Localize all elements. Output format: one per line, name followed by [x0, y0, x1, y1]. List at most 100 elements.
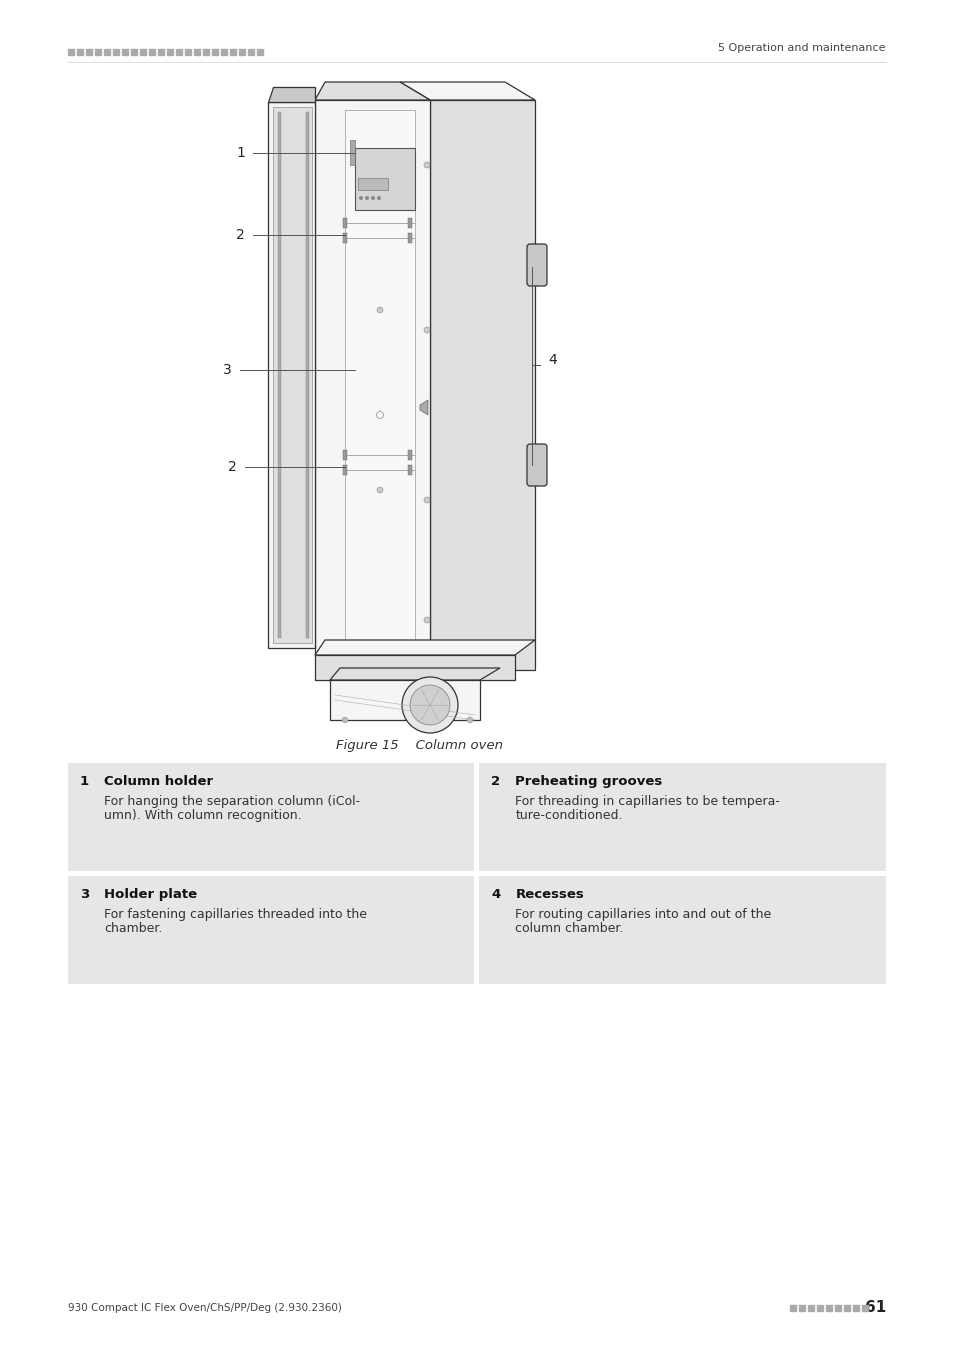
Bar — [193, 49, 200, 55]
Bar — [306, 112, 309, 639]
Bar — [834, 1305, 841, 1311]
Text: 5 Operation and maintenance: 5 Operation and maintenance — [718, 43, 885, 53]
Circle shape — [423, 497, 430, 504]
Text: 4: 4 — [547, 352, 557, 367]
Text: 2: 2 — [236, 228, 245, 242]
Bar — [230, 49, 235, 55]
Polygon shape — [314, 82, 430, 100]
Bar — [277, 112, 281, 639]
Text: Figure 15    Column oven: Figure 15 Column oven — [336, 738, 503, 752]
Text: For threading in capillaries to be tempera-: For threading in capillaries to be tempe… — [515, 795, 780, 809]
Text: Recesses: Recesses — [515, 888, 583, 900]
Bar — [112, 49, 119, 55]
Text: Holder plate: Holder plate — [104, 888, 197, 900]
Circle shape — [376, 306, 382, 313]
Polygon shape — [399, 82, 535, 100]
FancyBboxPatch shape — [526, 244, 546, 286]
Text: 2: 2 — [491, 775, 500, 788]
Bar — [343, 217, 347, 228]
Bar — [221, 49, 227, 55]
Circle shape — [423, 617, 430, 622]
Bar — [799, 1305, 804, 1311]
Bar — [355, 148, 415, 211]
Polygon shape — [419, 400, 428, 414]
Text: For hanging the separation column (iCol-: For hanging the separation column (iCol- — [104, 795, 359, 809]
Bar — [122, 49, 128, 55]
Bar — [256, 49, 263, 55]
Bar — [185, 49, 191, 55]
Text: 4: 4 — [491, 888, 500, 900]
Bar — [68, 876, 474, 984]
Bar — [95, 49, 101, 55]
Bar — [479, 763, 885, 871]
Circle shape — [401, 676, 457, 733]
Text: For fastening capillaries threaded into the: For fastening capillaries threaded into … — [104, 909, 367, 921]
Bar — [825, 1305, 831, 1311]
Bar — [330, 680, 479, 720]
Bar — [343, 464, 347, 475]
Bar — [816, 1305, 822, 1311]
Circle shape — [358, 196, 363, 200]
Bar — [343, 450, 347, 460]
Text: 1: 1 — [236, 146, 245, 161]
Bar — [789, 1305, 795, 1311]
Bar — [140, 49, 146, 55]
Circle shape — [410, 684, 450, 725]
Text: Preheating grooves: Preheating grooves — [515, 775, 662, 788]
Bar — [175, 49, 182, 55]
Bar — [248, 49, 253, 55]
Circle shape — [423, 162, 430, 167]
Bar — [68, 49, 74, 55]
Bar — [158, 49, 164, 55]
Text: 2: 2 — [228, 460, 236, 474]
Bar — [314, 655, 515, 680]
Bar — [408, 234, 412, 243]
Circle shape — [423, 327, 430, 333]
Bar — [843, 1305, 849, 1311]
Text: chamber.: chamber. — [104, 922, 162, 936]
Bar — [408, 217, 412, 228]
Bar — [852, 1305, 858, 1311]
Polygon shape — [314, 640, 535, 655]
Bar — [77, 49, 83, 55]
Bar — [345, 109, 415, 645]
Circle shape — [341, 717, 348, 724]
Bar — [86, 49, 91, 55]
Polygon shape — [268, 86, 314, 103]
FancyBboxPatch shape — [526, 444, 546, 486]
Bar — [268, 103, 314, 648]
Polygon shape — [430, 100, 535, 670]
Bar — [343, 234, 347, 243]
Bar — [357, 178, 388, 190]
Bar — [68, 763, 474, 871]
Polygon shape — [330, 668, 499, 680]
Text: umn). With column recognition.: umn). With column recognition. — [104, 809, 301, 822]
Bar — [314, 100, 430, 655]
Bar — [212, 49, 218, 55]
Bar — [479, 876, 885, 984]
Circle shape — [365, 196, 369, 200]
Bar — [131, 49, 137, 55]
Circle shape — [376, 487, 382, 493]
Text: 3: 3 — [223, 363, 232, 377]
Bar — [167, 49, 172, 55]
Text: ture-conditioned.: ture-conditioned. — [515, 809, 622, 822]
Text: 61: 61 — [863, 1300, 885, 1315]
Circle shape — [467, 717, 473, 724]
Text: Column holder: Column holder — [104, 775, 213, 788]
Bar — [239, 49, 245, 55]
Bar — [203, 49, 209, 55]
Text: 930 Compact IC Flex Oven/ChS/PP/Deg (2.930.2360): 930 Compact IC Flex Oven/ChS/PP/Deg (2.9… — [68, 1303, 341, 1314]
Circle shape — [376, 196, 380, 200]
Bar — [273, 107, 312, 643]
Circle shape — [371, 196, 375, 200]
Bar — [104, 49, 110, 55]
Text: For routing capillaries into and out of the: For routing capillaries into and out of … — [515, 909, 771, 921]
Bar — [408, 464, 412, 475]
Bar — [149, 49, 154, 55]
Bar — [350, 140, 355, 165]
Bar — [807, 1305, 813, 1311]
Text: 3: 3 — [80, 888, 90, 900]
Bar — [862, 1305, 867, 1311]
Bar — [408, 450, 412, 460]
